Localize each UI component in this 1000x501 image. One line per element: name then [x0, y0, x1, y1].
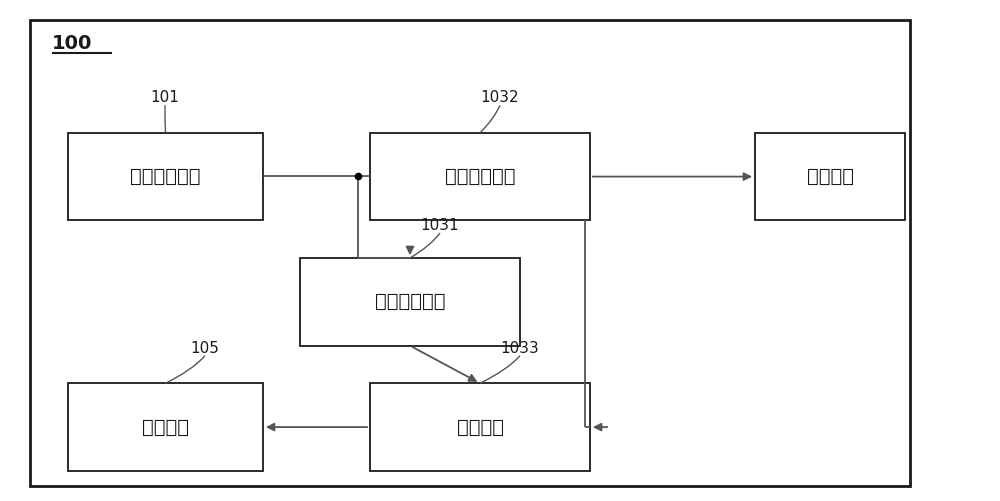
Bar — [755, 133, 905, 220]
Text: 1031: 1031 — [421, 218, 459, 233]
Bar — [68, 133, 263, 220]
Text: 输电电缆: 输电电缆 — [806, 167, 854, 186]
Bar — [68, 383, 263, 471]
Text: 信号生成模块: 信号生成模块 — [130, 167, 201, 186]
Bar — [30, 20, 910, 486]
Text: 1033: 1033 — [501, 341, 539, 356]
Bar — [300, 258, 520, 346]
Bar — [370, 133, 590, 220]
Text: 101: 101 — [151, 90, 179, 105]
Text: 处理模块: 处理模块 — [142, 418, 189, 436]
Bar — [370, 383, 590, 471]
Text: 采集单元: 采集单元 — [456, 418, 504, 436]
Text: 电流测量单元: 电流测量单元 — [445, 167, 515, 186]
Text: 1032: 1032 — [481, 90, 519, 105]
Text: 105: 105 — [191, 341, 219, 356]
Text: 电压测量单元: 电压测量单元 — [375, 293, 445, 311]
Text: 100: 100 — [52, 34, 92, 53]
